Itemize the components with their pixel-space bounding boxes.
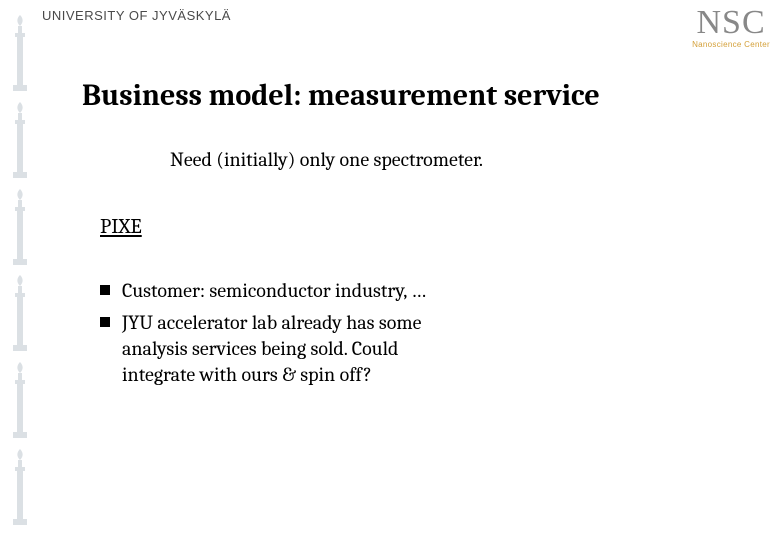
bullet-square-icon [100,317,110,327]
torch-icon [7,360,33,440]
nsc-logo-sub: Nanoscience Center [692,41,770,48]
torch-icon [7,273,33,353]
list-item: JYU accelerator lab already has some ana… [100,310,460,388]
torch-icon [7,447,33,527]
bullet-text: JYU accelerator lab already has some ana… [122,310,460,388]
bullet-square-icon [100,285,110,295]
bullet-text: Customer: semiconductor industry, … [122,278,426,304]
bullet-list: Customer: semiconductor industry, … JYU … [100,278,460,394]
header: UNIVERSITY OF JYVÄSKYLÄ NSC Nanoscience … [42,8,770,48]
nsc-logo: NSC Nanoscience Center [692,8,770,48]
torch-icon [7,187,33,267]
list-item: Customer: semiconductor industry, … [100,278,460,304]
left-logo-band [0,0,40,540]
torch-icon [7,100,33,180]
slide-subtitle: Need (initially) only one spectrometer. [170,148,483,171]
university-name: UNIVERSITY OF JYVÄSKYLÄ [42,8,231,23]
nsc-logo-main: NSC [692,8,770,39]
torch-icon [7,13,33,93]
slide-title: Business model: measurement service [82,78,600,113]
section-heading: PIXE [100,215,142,239]
